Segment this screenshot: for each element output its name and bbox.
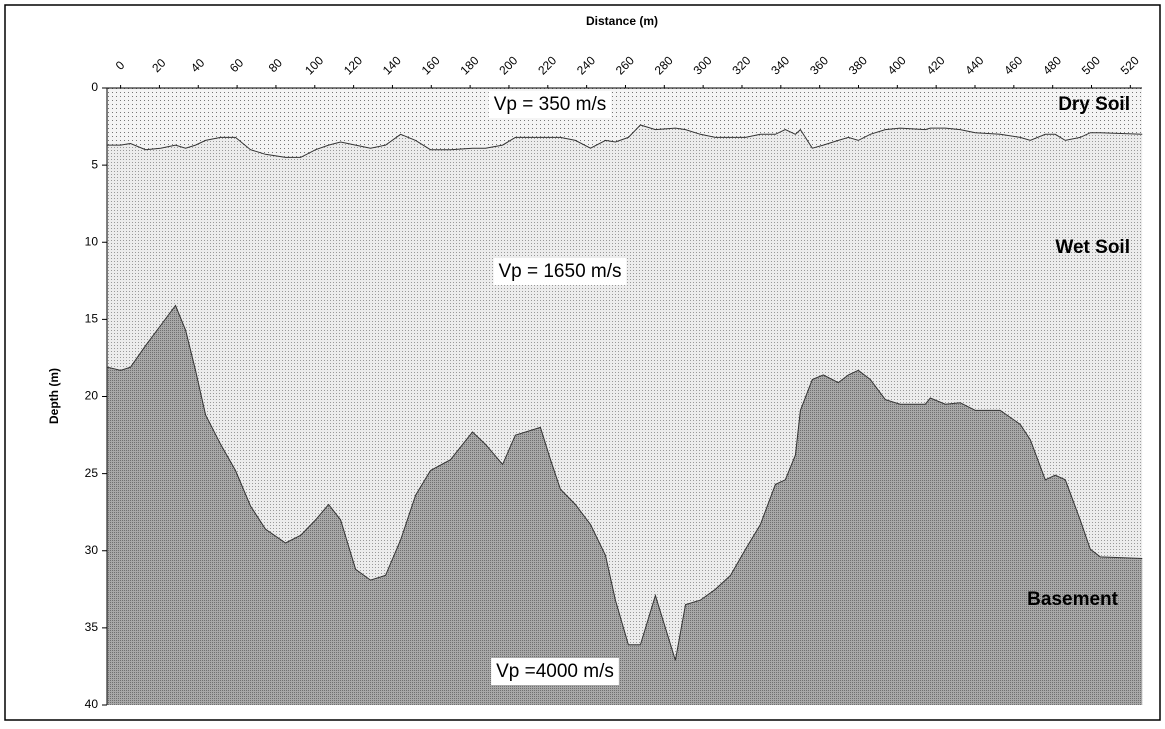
x-tick-label: 400 (885, 53, 909, 77)
x-tick-label: 360 (807, 53, 831, 77)
x-tick-label: 440 (962, 53, 986, 77)
x-tick-label: 160 (419, 53, 443, 77)
x-tick-label: 300 (691, 53, 715, 77)
layer-label: Wet Soil (1055, 237, 1130, 258)
x-tick-label: 140 (380, 53, 404, 77)
y-tick-label: 5 (91, 157, 98, 171)
x-tick-label: 120 (341, 53, 365, 77)
x-tick-label: 0 (113, 58, 128, 73)
x-tick-label: 20 (149, 56, 169, 76)
x-tick-label: 340 (768, 53, 792, 77)
x-tick-label: 220 (535, 53, 559, 77)
x-tick-label: 480 (1040, 53, 1064, 77)
x-tick-label: 380 (846, 53, 870, 77)
y-tick-label: 0 (91, 80, 98, 94)
x-tick-label: 320 (729, 53, 753, 77)
chart: Distance (m) Depth (m) 05101520253035400… (0, 0, 1165, 729)
x-axis-title: Distance (m) (586, 14, 658, 28)
x-tick-label: 180 (458, 53, 482, 77)
y-tick-label: 40 (85, 697, 99, 711)
layer-label: Basement (1027, 589, 1118, 610)
layer-label: Vp =4000 m/s (496, 661, 614, 682)
y-tick-label: 30 (85, 543, 99, 557)
y-tick-label: 15 (85, 312, 99, 326)
x-tick-label: 460 (1001, 53, 1025, 77)
x-tick-label: 80 (266, 56, 286, 76)
x-tick-label: 520 (1118, 53, 1142, 77)
x-tick-label: 260 (613, 53, 637, 77)
x-tick-label: 280 (652, 53, 676, 77)
y-tick-label: 25 (85, 466, 99, 480)
x-tick-label: 60 (227, 56, 247, 76)
y-tick-label: 35 (85, 620, 99, 634)
x-tick-label: 40 (188, 56, 208, 76)
layer-label: Vp = 350 m/s (494, 94, 606, 115)
layer-label: Dry Soil (1058, 94, 1130, 115)
x-tick-label: 420 (924, 53, 948, 77)
y-axis-title: Depth (m) (47, 368, 61, 424)
layer-label: Vp = 1650 m/s (498, 261, 621, 282)
y-tick-label: 20 (85, 389, 99, 403)
y-tick-label: 10 (85, 234, 99, 248)
x-tick-label: 200 (496, 53, 520, 77)
x-tick-label: 500 (1079, 53, 1103, 77)
x-tick-label: 240 (574, 53, 598, 77)
x-tick-label: 100 (302, 53, 326, 77)
